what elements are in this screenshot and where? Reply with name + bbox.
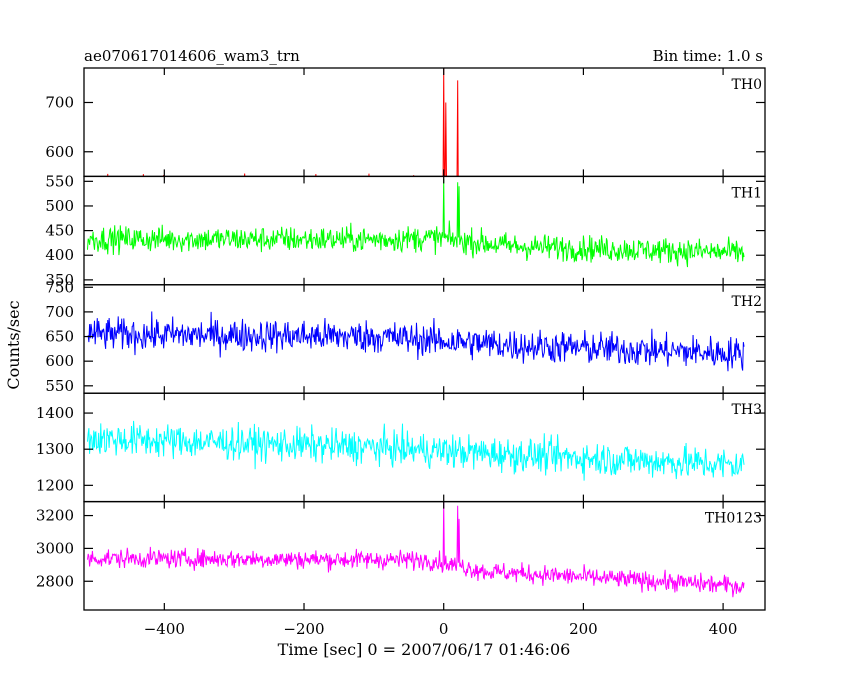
panel-label-th0: TH0 [732,77,762,93]
x-tick-label: −200 [283,620,324,638]
x-tick-label: −400 [144,620,185,638]
panel-th0123: 2800 3000 3200 TH0123 [36,500,766,611]
panel-th1: 350 400 450 500 550 TH1 [45,172,766,289]
panels-group: 600 700 TH0 350 400 450 500 550 TH1 550 600 650 700 7… [36,67,766,638]
panel-label-th0123: TH0123 [705,511,762,527]
series-line-th2 [87,311,745,372]
panel-frame-th0 [83,67,766,178]
panel-label-th3: TH3 [732,402,762,418]
x-tick-label: 400 [709,620,738,638]
x-tick-label: 200 [569,620,598,638]
series-line-th3 [86,420,745,481]
y-tick-label-th2: 600 [45,352,74,370]
y-tick-label-th1: 400 [45,246,74,264]
y-tick-label-th3: 1400 [36,404,74,422]
panel-th3: 1200 1300 1400 TH3 [36,392,766,503]
y-tick-label-th1: 450 [45,222,74,240]
y-tick-label-th2: 650 [45,328,74,346]
y-tick-label-th0: 700 [45,93,74,111]
panel-label-th1: TH1 [732,185,762,201]
series-line-th0123 [86,501,745,598]
x-tick-label: 0 [439,620,449,638]
y-tick-label-th2: 550 [45,377,74,395]
y-tick-label-th0: 600 [45,143,74,161]
y-tick-label-th1: 500 [45,197,74,215]
series-line-th0 [107,68,459,177]
y-tick-label-th0123: 3200 [36,507,74,525]
y-tick-label-th0123: 3000 [36,539,74,557]
panel-th0: 600 700 TH0 [45,67,766,178]
y-tick-label-th1: 550 [45,172,74,190]
y-tick-label-th2: 750 [45,278,74,296]
x-axis-label: Time [sec] 0 = 2007/06/17 01:46:06 [278,640,571,659]
y-tick-label-th2: 700 [45,303,74,321]
panel-frame-th1 [83,175,766,286]
series-line-th1 [86,178,745,268]
y-tick-label-th3: 1300 [36,440,74,458]
y-tick-label-th0123: 2800 [36,572,74,590]
panel-frame-th0123 [83,500,766,611]
chart-title-right: Bin time: 1.0 s [653,47,763,65]
y-axis-label: Counts/sec [4,300,23,389]
y-tick-label-th3: 1200 [36,476,74,494]
y-tick-label-th1: 350 [45,271,74,289]
chart-title-left: ae070617014606_wam3_trn [84,47,300,65]
panel-label-th2: TH2 [732,294,762,310]
panel-th2: 550 600 650 700 750 TH2 [45,278,766,395]
